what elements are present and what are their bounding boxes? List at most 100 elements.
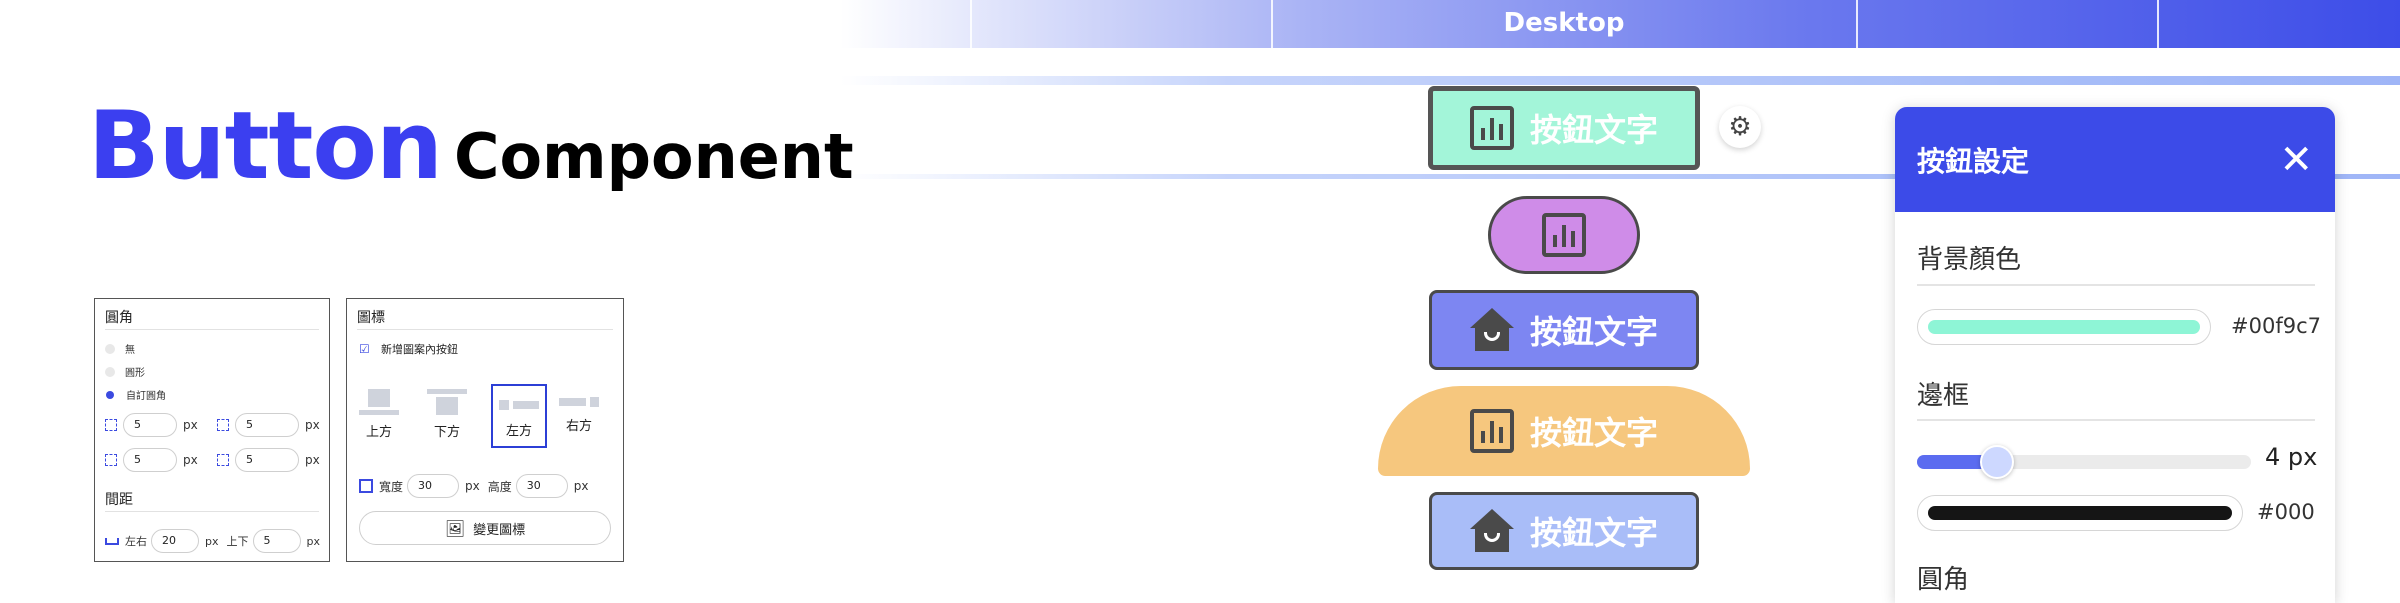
bg-color-label: 背景顏色: [1917, 245, 2022, 275]
preview-button-4[interactable]: 按鈕文字: [1378, 386, 1750, 476]
position-preview: [359, 410, 399, 415]
corner-settings-panel: 圓角 無 圓形 自訂圓角 5 px 5 px 5 px 5 px 間距 左右 2…: [94, 298, 330, 562]
radio-dot-selected: [106, 390, 114, 399]
corner-input[interactable]: 5: [235, 413, 299, 437]
slider-fill: [1917, 455, 1990, 469]
corner-input[interactable]: 5: [123, 413, 177, 437]
banner-label: Desktop: [1503, 8, 1625, 38]
preview-button-3[interactable]: 按鈕文字: [1429, 290, 1699, 370]
divider: [105, 329, 319, 330]
button-label: 按鈕文字: [1529, 414, 1658, 452]
radio-custom[interactable]: 自訂圓角: [105, 387, 166, 402]
corner-input[interactable]: 5: [123, 448, 177, 472]
radio-label: 無: [125, 345, 135, 356]
banner-divider: [1856, 0, 1858, 48]
position-preview: [368, 389, 390, 407]
change-icon-button[interactable]: 🖼 變更圖標: [359, 511, 611, 545]
radio-dot: [105, 343, 115, 354]
position-label: 上方: [365, 425, 392, 440]
divider: [1917, 419, 2315, 421]
corner-bottom-right-icon: [217, 454, 229, 466]
spacing-lr-input[interactable]: 20: [151, 529, 199, 553]
banner-divider: [970, 0, 972, 48]
decorative-stripe: [840, 76, 2400, 85]
border-color-swatch: [1928, 506, 2232, 520]
width-label: 寬度: [379, 479, 404, 494]
icon-panel-title: 圖標: [357, 310, 385, 326]
divider: [105, 511, 319, 512]
button-label: 按鈕文字: [1529, 111, 1658, 149]
bg-color-hex: #00f9c7: [2231, 314, 2321, 338]
settings-header: 按鈕設定 ✕: [1895, 107, 2335, 212]
close-icon[interactable]: ✕: [2279, 136, 2313, 183]
spacing-tb-input[interactable]: 5: [252, 529, 301, 553]
decorative-stripe: [840, 174, 2400, 179]
icon-size-row: 寬度 30 px 高度 30 px: [359, 474, 588, 498]
top-banner: Desktop: [0, 0, 2400, 48]
corner-bottom-left: 5 px: [105, 448, 198, 472]
button-label: 按鈕文字: [1529, 313, 1658, 351]
title-main: Button: [88, 92, 443, 201]
radio-label: 圓形: [125, 368, 145, 379]
border-width-value: 4 px: [2265, 443, 2318, 471]
checkbox-label: 新增圖案內按鈕: [381, 343, 458, 356]
checkbox-checked-icon: ☑: [359, 342, 370, 356]
add-icon-checkbox[interactable]: ☑ 新增圖案內按鈕: [359, 341, 458, 357]
image-add-icon: 🖼: [444, 518, 466, 538]
height-label: 高度: [487, 479, 512, 494]
border-width-slider[interactable]: [1917, 445, 2251, 479]
preview-button-1[interactable]: 按鈕文字: [1428, 86, 1700, 170]
radio-dot: [105, 366, 115, 377]
corner-top-right-icon: [217, 419, 229, 431]
icon-position-bottom[interactable]: 下方: [427, 389, 467, 440]
spacing-title: 間距: [105, 492, 133, 508]
border-color-picker[interactable]: [1917, 495, 2243, 531]
border-label: 邊框: [1917, 381, 1970, 411]
border-color-hex: #000: [2257, 500, 2315, 524]
radio-none[interactable]: 無: [105, 341, 135, 356]
icon-position-top[interactable]: 上方: [359, 389, 399, 440]
position-preview: [493, 400, 545, 410]
bg-color-swatch: [1928, 320, 2200, 334]
change-icon-label: 變更圖標: [473, 522, 526, 538]
corner-bottom-right: 5 px: [217, 448, 320, 472]
chart-icon: [1542, 213, 1586, 257]
radio-circle[interactable]: 圓形: [105, 364, 145, 379]
unit-label: px: [305, 418, 320, 432]
icon-position-right[interactable]: 右方: [559, 389, 599, 434]
position-label: 下方: [433, 425, 460, 440]
icon-position-left[interactable]: 左方: [491, 384, 547, 448]
corner-input[interactable]: 5: [235, 448, 299, 472]
spacing-icon: [105, 537, 119, 545]
bg-color-picker[interactable]: [1917, 309, 2211, 345]
unit-label: px: [465, 479, 480, 493]
radio-label: 自訂圓角: [126, 391, 166, 402]
corner-top-left-icon: [105, 419, 117, 431]
resize-icon: [359, 479, 373, 493]
divider: [357, 329, 613, 330]
banner-divider: [2157, 0, 2159, 48]
divider: [1917, 284, 2315, 286]
unit-label: px: [305, 453, 320, 467]
chart-icon: [1469, 409, 1514, 453]
corner-top-right: 5 px: [217, 413, 320, 437]
unit-label: px: [183, 453, 198, 467]
icon-height-input[interactable]: 30: [515, 474, 568, 498]
gear-icon[interactable]: ⚙: [1719, 106, 1761, 148]
position-preview: [436, 397, 458, 415]
preview-button-5[interactable]: 按鈕文字: [1429, 492, 1699, 570]
unit-label: px: [183, 418, 198, 432]
settings-title: 按鈕設定: [1917, 144, 2030, 178]
icon-width-input[interactable]: 30: [407, 474, 460, 498]
preview-button-2[interactable]: [1488, 196, 1640, 274]
position-label: 右方: [565, 419, 592, 434]
unit-label: px: [573, 479, 589, 493]
slider-handle[interactable]: [1980, 445, 2014, 479]
button-settings-panel: 按鈕設定 ✕ 背景顏色 #00f9c7 邊框 4 px #000 圓角: [1895, 107, 2335, 603]
icon-settings-panel: 圖標 ☑ 新增圖案內按鈕 上方 下方 左方 右方 寬度 30 px 高度 30: [346, 298, 624, 562]
corner-panel-title: 圓角: [105, 310, 133, 326]
spacing-lr-label: 左右: [125, 535, 147, 548]
corner-bottom-left-icon: [105, 454, 117, 466]
chart-icon: [1469, 106, 1514, 150]
position-preview: [559, 397, 599, 407]
